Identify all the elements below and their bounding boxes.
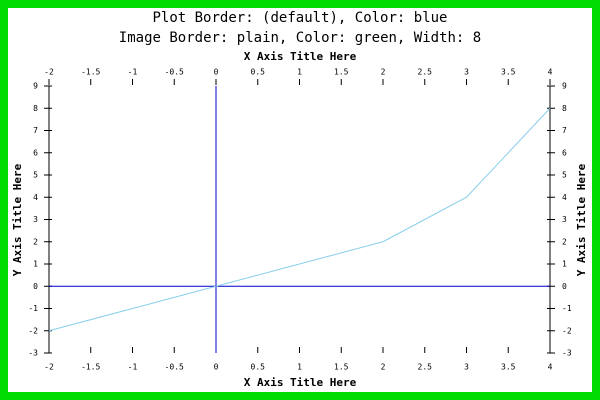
- y-tick-label: 4: [33, 193, 38, 202]
- y-tick-label: -2: [562, 326, 572, 335]
- y-tick-label: -1: [28, 304, 38, 313]
- y-tick-label: 7: [562, 126, 567, 135]
- data-line: [48, 107, 551, 332]
- y-tick-label: 5: [562, 171, 567, 180]
- x-axis-title: X Axis Title Here: [244, 376, 357, 389]
- x-tick-label: 0.5: [251, 68, 266, 77]
- x-tick-label: -0.5: [165, 363, 184, 372]
- y-tick-label: 9: [33, 82, 38, 91]
- chart-title: Image Border: plain, Color: green, Width…: [119, 30, 481, 46]
- y-tick-label: 6: [562, 148, 567, 157]
- x-tick-label: 1.5: [334, 363, 349, 372]
- x-tick-label: 3.5: [501, 363, 516, 372]
- y-tick-label: -3: [562, 349, 572, 358]
- x-tick-label: 1: [297, 363, 302, 372]
- y-tick-label: 1: [562, 260, 567, 269]
- y-tick-label: 8: [562, 104, 567, 113]
- x-tick-label: 4: [548, 363, 553, 372]
- y-tick-label: 2: [562, 237, 567, 246]
- y-tick-label: 5: [33, 171, 38, 180]
- x-tick-label: -2: [44, 68, 54, 77]
- y-axis-title: Y Axis Title Here: [575, 163, 588, 276]
- x-tick-label: -0.5: [165, 68, 184, 77]
- x-tick-label: -2: [44, 363, 54, 372]
- x-tick-label: -1.5: [81, 68, 100, 77]
- y-tick-label: 1: [33, 260, 38, 269]
- y-tick-label: 7: [33, 126, 38, 135]
- y-tick-label: 3: [562, 215, 567, 224]
- y-tick-label: 2: [33, 237, 38, 246]
- x-tick-label: 1: [297, 68, 302, 77]
- x-tick-label: 2.5: [418, 68, 433, 77]
- x-tick-label: 3: [464, 363, 469, 372]
- x-tick-label: -1: [128, 68, 138, 77]
- y-tick-label: 3: [33, 215, 38, 224]
- y-tick-label: -1: [562, 304, 572, 313]
- x-tick-label: 3.5: [501, 68, 516, 77]
- y-tick-label: 4: [562, 193, 567, 202]
- x-tick-label: 1.5: [334, 68, 349, 77]
- y-tick-label: -2: [28, 326, 38, 335]
- y-tick-label: 8: [33, 104, 38, 113]
- x-tick-label: 0: [214, 68, 219, 77]
- y-tick-label: 0: [33, 282, 38, 291]
- x-tick-label: 0: [214, 363, 219, 372]
- x-tick-label: 2.5: [418, 363, 433, 372]
- y-tick-label: 9: [562, 82, 567, 91]
- x-axis-title: X Axis Title Here: [244, 50, 357, 63]
- chart-title: Plot Border: (default), Color: blue: [152, 10, 447, 26]
- y-tick-label: 6: [33, 148, 38, 157]
- x-tick-label: -1: [128, 363, 138, 372]
- x-tick-label: 3: [464, 68, 469, 77]
- y-axis-title: Y Axis Title Here: [11, 163, 24, 276]
- x-tick-label: 2: [381, 363, 386, 372]
- x-tick-label: 0.5: [251, 363, 266, 372]
- x-tick-label: 4: [548, 68, 553, 77]
- y-tick-label: -3: [28, 349, 38, 358]
- x-tick-label: -1.5: [81, 363, 100, 372]
- x-tick-label: 2: [381, 68, 386, 77]
- y-tick-label: 0: [562, 282, 567, 291]
